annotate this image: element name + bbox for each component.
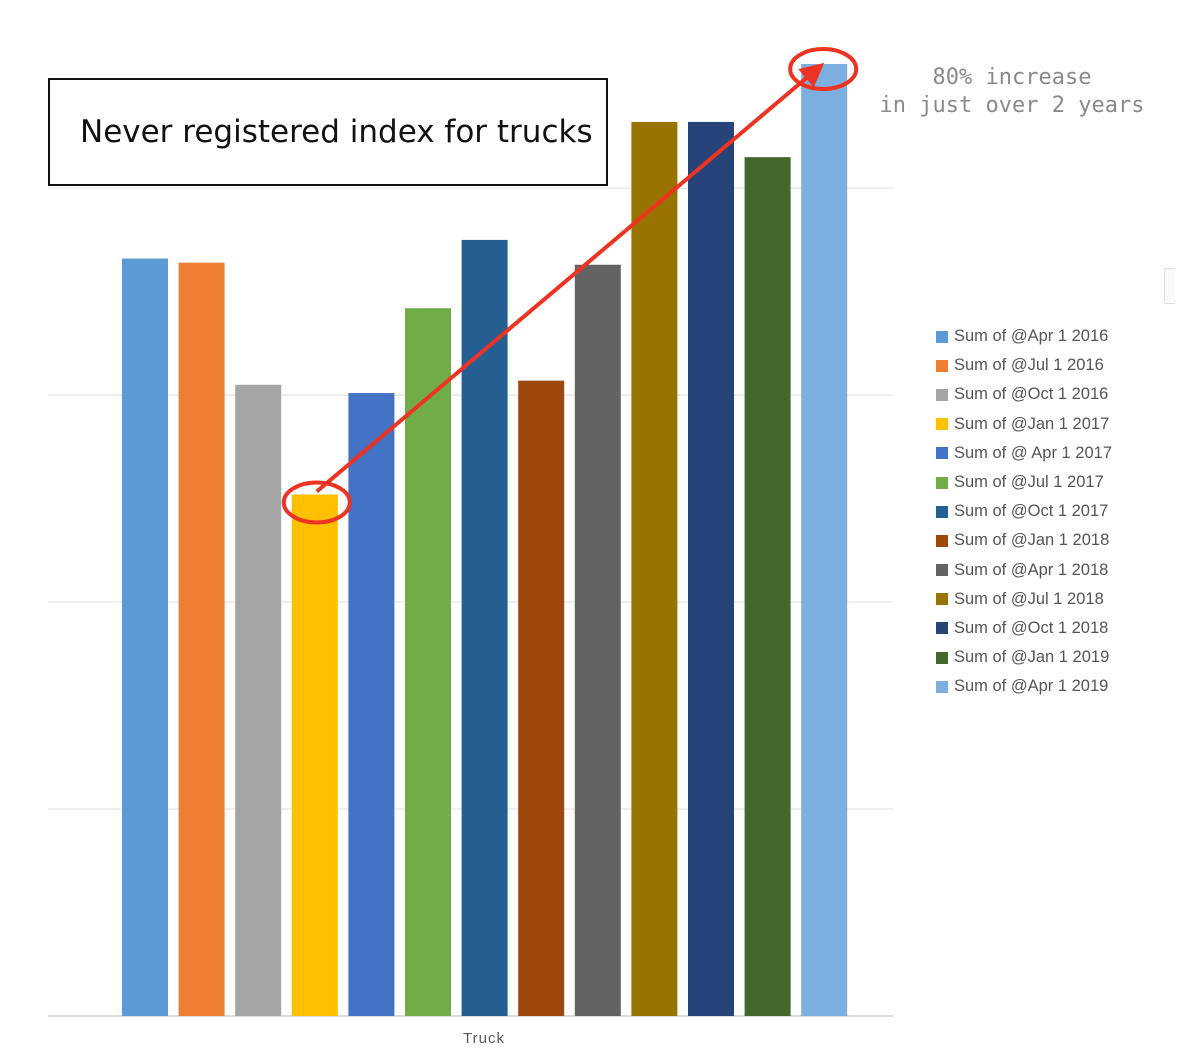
- legend-swatch: [936, 476, 948, 489]
- legend-swatch: [936, 388, 948, 401]
- legend-label: Sum of @Oct 1 2018: [954, 618, 1109, 637]
- legend-swatch: [936, 622, 948, 635]
- legend-swatch: [936, 651, 948, 664]
- bar-11: [688, 121, 734, 1017]
- bar-10: [631, 121, 678, 1017]
- legend-label: Sum of @Oct 1 2017: [954, 502, 1109, 521]
- bar-2: [178, 262, 225, 1017]
- scroll-edge-handle: [1164, 268, 1175, 304]
- legend-label: Sum of @Jan 1 2018: [954, 531, 1110, 550]
- legend-item: Sum of @Oct 1 2016: [936, 380, 1112, 409]
- bar-6: [405, 308, 451, 1016]
- start-highlight-circle: [281, 480, 352, 525]
- legend-item: Sum of @Oct 1 2018: [936, 614, 1112, 643]
- legend-item: Sum of @Apr 1 2016: [936, 322, 1112, 351]
- legend-swatch: [936, 680, 948, 693]
- chart-title: Never registered index for trucks: [80, 114, 593, 150]
- legend-label: Sum of @Jul 1 2016: [954, 356, 1104, 375]
- legend-label: Sum of @Oct 1 2016: [954, 385, 1109, 404]
- legend-swatch: [936, 447, 948, 460]
- legend-label: Sum of @Apr 1 2018: [954, 560, 1109, 579]
- bar-4: [291, 494, 338, 1016]
- bar-1: [122, 258, 168, 1016]
- bar-13: [801, 64, 848, 1016]
- legend-label: Sum of @Jul 1 2018: [954, 589, 1104, 608]
- legend-label: Sum of @ Apr 1 2017: [954, 443, 1113, 462]
- legend-item: Sum of @Jan 1 2019: [936, 643, 1112, 672]
- chart-title-box: Never registered index for trucks: [48, 78, 608, 186]
- legend-item: Sum of @Jan 1 2017: [936, 410, 1112, 439]
- legend-swatch: [936, 505, 948, 518]
- bar-12: [744, 157, 791, 1016]
- legend-swatch: [936, 564, 948, 577]
- legend-item: Sum of @Jul 1 2018: [936, 585, 1112, 614]
- legend-swatch: [936, 593, 948, 606]
- end-highlight-circle: [788, 47, 859, 91]
- legend-item: Sum of @Jul 1 2017: [936, 468, 1112, 497]
- bars: [122, 64, 848, 1017]
- increase-arrow: [315, 62, 825, 493]
- legend-label: Sum of @Apr 1 2019: [954, 677, 1109, 696]
- legend-swatch: [936, 534, 948, 547]
- legend-label: Sum of @Jul 1 2017: [954, 473, 1104, 492]
- increase-annotation: 80% increase in just over 2 years: [862, 64, 1162, 120]
- legend-item: Sum of @Jul 1 2016: [936, 351, 1112, 380]
- legend-swatch: [936, 418, 948, 431]
- highlight-overlay: [281, 47, 859, 525]
- legend: Sum of @Apr 1 2016 Sum of @Jul 1 2016 Sum …: [936, 322, 1112, 701]
- x-axis-category-label: Truck: [463, 1030, 505, 1047]
- legend-item: Sum of @Jan 1 2018: [936, 526, 1112, 555]
- bar-8: [518, 380, 565, 1017]
- legend-item: Sum of @Oct 1 2017: [936, 497, 1112, 526]
- annotation-line-2: in just over 2 years: [879, 93, 1145, 118]
- legend-item: Sum of @ Apr 1 2017: [936, 439, 1112, 468]
- bar-7: [461, 239, 508, 1017]
- legend-item: Sum of @Apr 1 2019: [936, 672, 1112, 701]
- annotation-line-1: 80% increase: [932, 65, 1092, 90]
- legend-item: Sum of @Apr 1 2018: [936, 556, 1112, 585]
- legend-swatch: [936, 359, 948, 372]
- legend-label: Sum of @Jan 1 2019: [954, 648, 1110, 667]
- legend-swatch: [936, 330, 948, 343]
- bar-5: [348, 393, 395, 1016]
- bar-9: [574, 264, 621, 1017]
- legend-label: Sum of @Jan 1 2017: [954, 414, 1110, 433]
- legend-label: Sum of @Apr 1 2016: [954, 327, 1109, 346]
- bar-3: [235, 384, 282, 1017]
